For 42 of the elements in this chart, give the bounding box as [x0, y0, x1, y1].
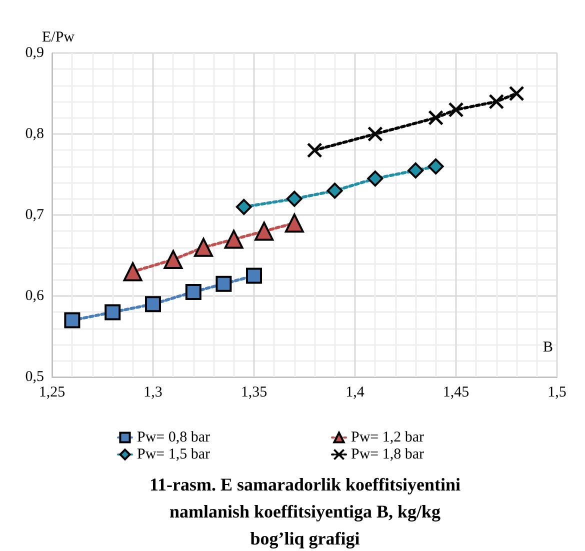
point: [508, 86, 524, 102]
point: [284, 214, 304, 233]
point: [326, 182, 343, 199]
point: [194, 238, 213, 257]
point: [428, 158, 444, 174]
point: [367, 170, 384, 187]
x-axis-title: B: [543, 340, 554, 356]
point: [286, 190, 302, 207]
point: [488, 94, 504, 110]
point: [306, 142, 322, 158]
point: [123, 262, 142, 282]
point: [64, 312, 80, 328]
point: [408, 162, 424, 178]
point: [236, 198, 252, 215]
point: [448, 102, 464, 118]
x-tick-label: 1,4: [346, 384, 365, 400]
point: [246, 268, 262, 284]
x-tick-label: 1,45: [442, 384, 470, 400]
point: [164, 250, 183, 270]
x-tick-label: 1,5: [548, 384, 566, 400]
text: 11-rasm. E samaradorlik koeffitsiyentini namlanish koeffitsiyentiga B, kg/kg bog’liq grafigi: [150, 474, 460, 548]
legend-label: Pw= 1,8 bar: [351, 446, 424, 462]
point: [428, 110, 444, 126]
point: [145, 296, 161, 312]
point: [367, 126, 383, 142]
x-tick-label: 1,35: [240, 384, 268, 400]
point: [185, 284, 202, 300]
y-tick-label: 0,8: [25, 126, 44, 142]
y-tick-label: 0,9: [25, 45, 44, 61]
x-tick-label: 1,25: [38, 384, 66, 400]
y-tick-label: 0,6: [25, 288, 44, 304]
point: [104, 304, 121, 320]
y-tick-label: 0,7: [25, 207, 44, 223]
legend-label: Pw= 1,5 bar: [137, 446, 210, 462]
y-axis-title: E/Pw: [42, 30, 75, 46]
point: [224, 230, 244, 249]
legend-label: Pw= 1,2 bar: [351, 430, 424, 446]
point: [254, 222, 274, 241]
legend-label: Pw= 0,8 bar: [137, 430, 210, 446]
x-tick-label: 1,3: [144, 384, 162, 400]
point: [216, 276, 232, 292]
y-tick-label: 0,5: [25, 369, 44, 385]
